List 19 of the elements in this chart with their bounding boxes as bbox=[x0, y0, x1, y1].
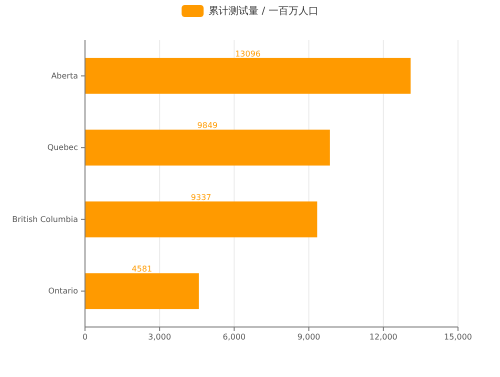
x-tick-label: 12,000 bbox=[369, 332, 398, 342]
x-tick-label: 6,000 bbox=[222, 332, 246, 342]
data-label: 9849 bbox=[197, 121, 218, 130]
bar bbox=[85, 201, 318, 238]
x-tick-label: 15,000 bbox=[444, 332, 472, 342]
bar bbox=[85, 273, 199, 310]
x-tick-label: 3,000 bbox=[148, 332, 172, 342]
legend-label: 累计测试量 / 一百万人口 bbox=[208, 5, 318, 17]
y-tick-label: Ontario bbox=[48, 286, 78, 296]
bar bbox=[85, 58, 411, 94]
data-label: 4581 bbox=[132, 264, 152, 274]
data-label: 13096 bbox=[235, 49, 261, 58]
bar bbox=[85, 130, 330, 166]
data-label: 9337 bbox=[190, 192, 212, 202]
x-tick-label: 9,000 bbox=[297, 332, 320, 342]
y-tick-label: British Columbia bbox=[12, 214, 78, 224]
x-tick-label: 0 bbox=[82, 332, 88, 342]
y-tick-label: Aberta bbox=[51, 71, 78, 80]
y-tick-label: Quebec bbox=[47, 143, 78, 152]
